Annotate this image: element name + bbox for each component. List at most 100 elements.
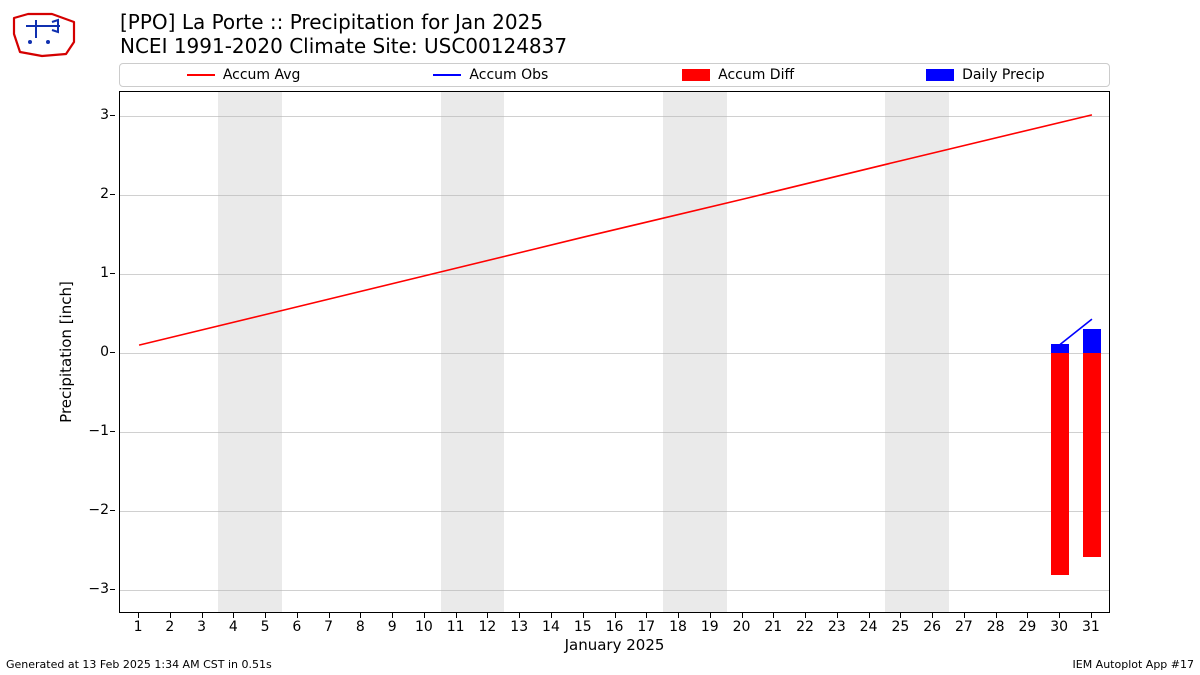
plot-area xyxy=(119,91,1110,613)
x-tick-label: 16 xyxy=(606,619,624,635)
x-tick-label: 29 xyxy=(1018,619,1036,635)
x-tick-label: 12 xyxy=(479,619,497,635)
y-tick-label: 0 xyxy=(100,344,109,360)
legend-item: Accum Diff xyxy=(615,67,862,83)
x-tick-label: 2 xyxy=(165,619,174,635)
x-tick-mark xyxy=(710,613,711,618)
x-tick-label: 13 xyxy=(510,619,528,635)
x-tick-mark xyxy=(202,613,203,618)
x-axis-label: January 2025 xyxy=(119,636,1110,654)
x-tick-mark xyxy=(138,613,139,618)
x-tick-mark xyxy=(551,613,552,618)
x-tick-mark xyxy=(678,613,679,618)
legend-label: Daily Precip xyxy=(962,67,1045,83)
x-tick-mark xyxy=(519,613,520,618)
legend: Accum Avg Accum Obs Accum Diff Daily Precip xyxy=(119,63,1110,87)
x-tick-mark xyxy=(1059,613,1060,618)
x-tick-label: 6 xyxy=(292,619,301,635)
x-tick-label: 25 xyxy=(891,619,909,635)
x-tick-mark xyxy=(265,613,266,618)
legend-swatch-patch xyxy=(926,69,954,81)
x-tick-label: 17 xyxy=(637,619,655,635)
y-tick-label: −3 xyxy=(88,581,109,597)
footer-generated: Generated at 13 Feb 2025 1:34 AM CST in … xyxy=(6,658,272,671)
x-tick-label: 27 xyxy=(955,619,973,635)
x-tick-mark xyxy=(233,613,234,618)
x-tick-label: 9 xyxy=(388,619,397,635)
x-tick-label: 18 xyxy=(669,619,687,635)
chart-title: [PPO] La Porte :: Precipitation for Jan … xyxy=(120,10,567,58)
title-line-2: NCEI 1991-2020 Climate Site: USC00124837 xyxy=(120,34,567,58)
x-tick-mark xyxy=(964,613,965,618)
y-axis-ticks: −3 −2 −1 0 1 2 3 xyxy=(0,91,115,613)
y-tick-mark xyxy=(110,431,115,432)
x-tick-label: 11 xyxy=(447,619,465,635)
x-tick-label: 31 xyxy=(1082,619,1100,635)
x-tick-label: 26 xyxy=(923,619,941,635)
x-tick-mark xyxy=(742,613,743,618)
x-tick-mark xyxy=(615,613,616,618)
x-tick-label: 22 xyxy=(796,619,814,635)
series-line xyxy=(1060,319,1092,344)
x-tick-mark xyxy=(297,613,298,618)
legend-swatch-line xyxy=(187,74,215,76)
x-tick-mark xyxy=(773,613,774,618)
legend-item: Accum Avg xyxy=(120,67,367,83)
y-tick-label: −1 xyxy=(88,423,109,439)
x-tick-mark xyxy=(1091,613,1092,618)
x-tick-label: 30 xyxy=(1050,619,1068,635)
x-tick-label: 10 xyxy=(415,619,433,635)
legend-item: Daily Precip xyxy=(862,67,1109,83)
x-tick-label: 28 xyxy=(987,619,1005,635)
x-tick-label: 8 xyxy=(356,619,365,635)
x-tick-mark xyxy=(932,613,933,618)
x-tick-label: 19 xyxy=(701,619,719,635)
x-tick-label: 15 xyxy=(574,619,592,635)
legend-label: Accum Diff xyxy=(718,67,794,83)
x-tick-mark xyxy=(487,613,488,618)
x-tick-label: 1 xyxy=(134,619,143,635)
y-tick-mark xyxy=(110,352,115,353)
legend-label: Accum Avg xyxy=(223,67,301,83)
x-tick-label: 24 xyxy=(860,619,878,635)
x-tick-mark xyxy=(583,613,584,618)
y-tick-label: 2 xyxy=(100,186,109,202)
iem-logo xyxy=(8,8,80,60)
y-tick-mark xyxy=(110,115,115,116)
y-tick-mark xyxy=(110,273,115,274)
x-tick-label: 20 xyxy=(733,619,751,635)
x-tick-mark xyxy=(869,613,870,618)
y-tick-mark xyxy=(110,589,115,590)
x-tick-label: 21 xyxy=(764,619,782,635)
x-tick-mark xyxy=(646,613,647,618)
x-tick-mark xyxy=(360,613,361,618)
series-line xyxy=(139,115,1092,345)
x-tick-label: 14 xyxy=(542,619,560,635)
x-tick-label: 23 xyxy=(828,619,846,635)
x-tick-mark xyxy=(837,613,838,618)
y-tick-label: 3 xyxy=(100,107,109,123)
x-tick-label: 5 xyxy=(261,619,270,635)
x-tick-mark xyxy=(170,613,171,618)
x-tick-mark xyxy=(1027,613,1028,618)
y-tick-label: 1 xyxy=(100,265,109,281)
legend-swatch-line xyxy=(433,74,461,76)
x-tick-label: 7 xyxy=(324,619,333,635)
legend-swatch-patch xyxy=(682,69,710,81)
x-tick-mark xyxy=(900,613,901,618)
x-tick-label: 4 xyxy=(229,619,238,635)
title-line-1: [PPO] La Porte :: Precipitation for Jan … xyxy=(120,10,567,34)
y-tick-mark xyxy=(110,194,115,195)
x-tick-mark xyxy=(805,613,806,618)
x-tick-label: 3 xyxy=(197,619,206,635)
x-tick-mark xyxy=(392,613,393,618)
x-tick-mark xyxy=(456,613,457,618)
legend-label: Accum Obs xyxy=(469,67,548,83)
legend-item: Accum Obs xyxy=(367,67,614,83)
y-tick-mark xyxy=(110,510,115,511)
y-tick-label: −2 xyxy=(88,502,109,518)
x-tick-mark xyxy=(329,613,330,618)
footer-app: IEM Autoplot App #17 xyxy=(1073,658,1195,671)
x-tick-mark xyxy=(996,613,997,618)
x-tick-mark xyxy=(424,613,425,618)
